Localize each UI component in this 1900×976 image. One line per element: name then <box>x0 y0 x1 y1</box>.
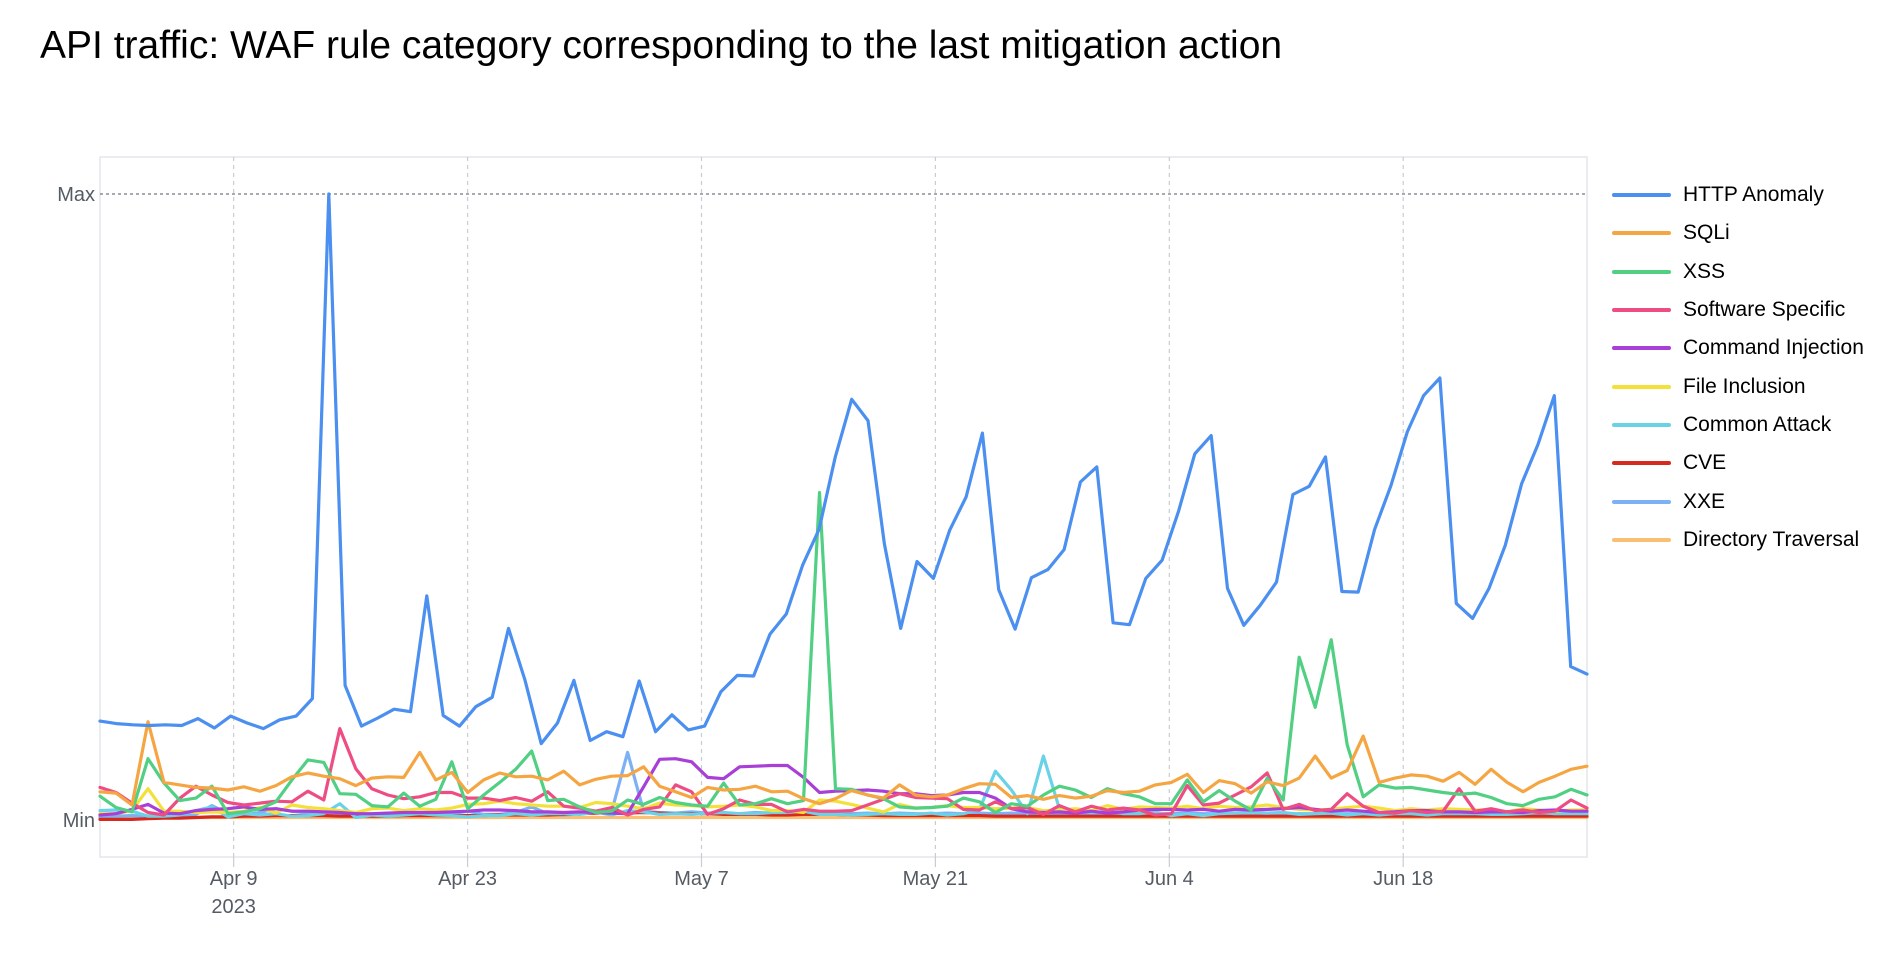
legend-label: Software Specific <box>1683 298 1846 322</box>
legend-swatch <box>1612 231 1671 236</box>
legend-swatch <box>1612 499 1671 504</box>
legend: HTTP Anomaly SQLi XSS Software Specific Comm… <box>1612 176 1864 559</box>
legend-swatch <box>1612 422 1671 427</box>
page-title: API traffic: WAF rule category correspon… <box>40 24 1283 67</box>
legend-item[interactable]: SQLi <box>1612 214 1864 252</box>
legend-item[interactable]: Directory Traversal <box>1612 521 1864 559</box>
legend-swatch <box>1612 193 1671 198</box>
x-tick-label: Apr 23 <box>438 868 497 890</box>
legend-label: XSS <box>1683 259 1726 283</box>
legend-swatch <box>1612 346 1671 351</box>
legend-item[interactable]: XXE <box>1612 482 1864 520</box>
legend-swatch <box>1612 537 1671 542</box>
legend-swatch <box>1612 308 1671 313</box>
series-line-xss <box>98 491 1589 816</box>
legend-item[interactable]: Common Attack <box>1612 406 1864 444</box>
grid-lines <box>100 157 1587 857</box>
x-tick-label: Jun 4 <box>1145 868 1194 890</box>
legend-item[interactable]: Software Specific <box>1612 291 1864 329</box>
legend-label: Command Injection <box>1683 336 1864 360</box>
series-line-http-anomaly <box>98 192 1589 746</box>
x-tick-sublabel: 2023 <box>211 896 256 918</box>
plot-area <box>99 156 1588 858</box>
series-lines <box>98 192 1589 822</box>
legend-label: HTTP Anomaly <box>1683 183 1824 207</box>
legend-item[interactable]: File Inclusion <box>1612 367 1864 405</box>
legend-label: XXE <box>1683 489 1726 513</box>
x-tick-label: May 7 <box>674 868 728 890</box>
legend-item[interactable]: CVE <box>1612 444 1864 482</box>
legend-item[interactable]: XSS <box>1612 253 1864 291</box>
legend-swatch <box>1612 384 1671 389</box>
series-line-sqli <box>98 720 1589 807</box>
legend-label: CVE <box>1683 451 1727 475</box>
legend-swatch <box>1612 461 1671 466</box>
axis-ticks: Max Min Apr 9 2023 Apr 23 May 7 May 21 Jun 4 Jun… <box>57 184 1433 918</box>
x-tick-label: May 21 <box>903 868 969 890</box>
legend-item[interactable]: HTTP Anomaly <box>1612 176 1864 214</box>
x-tick-label: Jun 18 <box>1373 868 1433 890</box>
legend-label: File Inclusion <box>1683 374 1806 398</box>
legend-label: Common Attack <box>1683 412 1832 436</box>
y-tick-label-min: Min <box>63 810 95 832</box>
x-tick-label: Apr 9 <box>210 868 258 890</box>
series-line-software-specific <box>98 726 1589 817</box>
legend-swatch <box>1612 269 1671 274</box>
series-line-command-injection <box>98 757 1589 817</box>
legend-label: SQLi <box>1683 221 1730 245</box>
legend-label: Directory Traversal <box>1683 527 1860 551</box>
y-tick-label-max: Max <box>57 184 95 206</box>
legend-item[interactable]: Command Injection <box>1612 329 1864 367</box>
